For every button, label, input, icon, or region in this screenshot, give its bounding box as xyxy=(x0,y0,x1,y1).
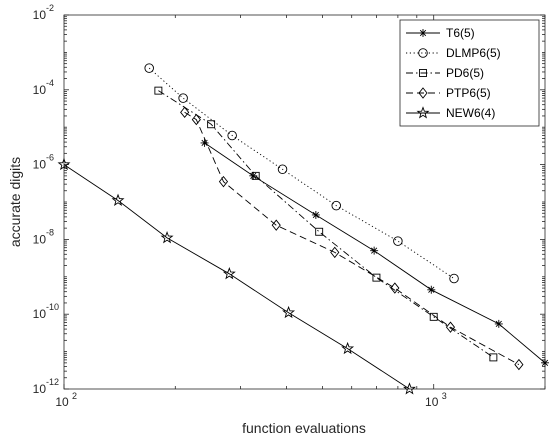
series-t6-5 xyxy=(200,138,549,367)
legend-label: DLMP6(5) xyxy=(446,46,501,60)
y-tick-label-base: 10 xyxy=(33,8,47,22)
star-marker xyxy=(111,193,125,206)
y-tick-label-exponent: -10 xyxy=(46,302,59,312)
legend-item: DLMP6(5) xyxy=(406,46,501,60)
series-dlmp6-5 xyxy=(144,63,459,284)
star-marker xyxy=(341,341,355,355)
data-series xyxy=(57,63,549,395)
circle-marker xyxy=(331,200,342,211)
circle-marker xyxy=(277,164,288,175)
y-tick-label-exponent: -2 xyxy=(46,3,54,13)
series-line xyxy=(184,111,520,365)
legend-label: T6(5) xyxy=(446,26,475,40)
x-tick-label-exponent: 3 xyxy=(442,391,447,401)
legend-item: T6(5) xyxy=(406,26,475,40)
square-marker xyxy=(251,171,260,180)
diamond-marker xyxy=(191,113,201,126)
series-line xyxy=(63,164,410,390)
x-tick-label-exponent: 2 xyxy=(72,391,77,401)
legend-label: PTP6(5) xyxy=(446,86,491,100)
y-tick-label-exponent: -6 xyxy=(46,153,54,163)
circle-marker xyxy=(393,236,403,246)
asterisk-marker xyxy=(419,29,427,37)
legend-item: PTP6(5) xyxy=(406,86,491,100)
y-tick-label-base: 10 xyxy=(33,83,47,97)
diamond-marker xyxy=(514,358,524,371)
diamond-marker xyxy=(180,106,190,119)
y-axis-label: accurate digits xyxy=(7,157,23,247)
circle-marker xyxy=(449,273,459,284)
y-tick-label-exponent: -12 xyxy=(46,377,59,387)
circle-marker xyxy=(178,93,188,103)
diamond-marker xyxy=(271,219,281,231)
star-marker xyxy=(403,382,416,395)
circle-marker xyxy=(144,63,154,73)
series-pd6-5 xyxy=(154,86,498,362)
square-marker xyxy=(154,86,163,95)
asterisk-marker xyxy=(311,210,320,219)
diamond-marker xyxy=(330,246,340,259)
star-marker xyxy=(160,231,174,244)
asterisk-marker xyxy=(249,171,258,180)
square-marker xyxy=(419,69,427,77)
diamond-marker xyxy=(445,321,456,333)
legend-label: PD6(5) xyxy=(446,66,484,80)
asterisk-marker xyxy=(494,319,503,328)
y-tick-label-exponent: -4 xyxy=(46,78,54,88)
y-tick-label-base: 10 xyxy=(33,232,47,246)
square-marker xyxy=(207,120,216,129)
legend-item: NEW6(4) xyxy=(406,106,495,120)
square-marker xyxy=(315,227,324,236)
circle-marker xyxy=(227,130,237,141)
asterisk-marker xyxy=(370,246,379,255)
y-tick-label-base: 10 xyxy=(33,382,47,396)
legend-label: NEW6(4) xyxy=(446,106,495,120)
x-tick-label-base: 10 xyxy=(55,395,69,409)
asterisk-marker xyxy=(427,285,436,294)
asterisk-marker xyxy=(200,138,209,147)
square-marker xyxy=(489,353,498,362)
legend-item: PD6(5) xyxy=(406,66,484,80)
series-line xyxy=(148,67,455,279)
x-axis-label: function evaluations xyxy=(242,420,366,436)
y-tick-label-base: 10 xyxy=(33,158,47,172)
square-marker xyxy=(372,273,381,282)
square-marker xyxy=(429,312,438,321)
diamond-marker xyxy=(218,175,229,188)
circle-marker xyxy=(418,48,428,58)
y-tick-label-exponent: -8 xyxy=(46,227,54,237)
star-marker xyxy=(282,305,296,319)
series-line xyxy=(158,90,494,358)
asterisk-marker xyxy=(541,358,549,367)
series-ptp6-5 xyxy=(180,106,524,371)
star-marker xyxy=(416,106,430,119)
series-new6-4 xyxy=(57,157,416,395)
diamond-marker xyxy=(390,282,400,294)
x-tick-label-base: 10 xyxy=(425,395,439,409)
diamond-marker xyxy=(418,87,428,99)
y-tick-label-base: 10 xyxy=(33,307,47,321)
star-marker xyxy=(222,267,236,280)
star-marker xyxy=(57,157,71,171)
legend: T6(5) DLMP6(5) PD6(5) PTP6(5) NEW6(4) xyxy=(399,19,540,127)
